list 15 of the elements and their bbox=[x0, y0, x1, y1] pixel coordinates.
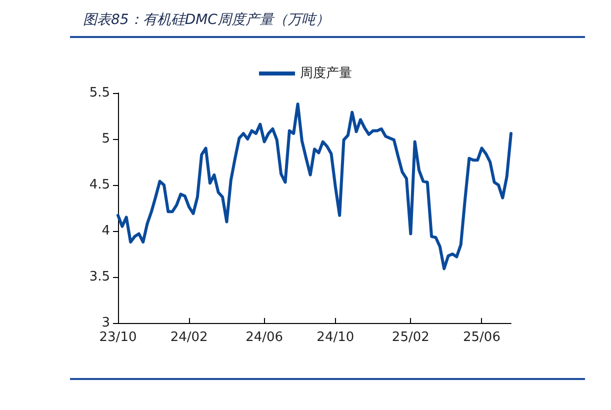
x-tick-label: 24/10 bbox=[316, 330, 354, 345]
x-tick-label: 24/02 bbox=[170, 330, 208, 345]
y-tick-label: 3 bbox=[102, 316, 110, 330]
line-series bbox=[116, 102, 512, 270]
chart-title: 图表85：有机硅DMC周度产量（万吨） bbox=[83, 12, 330, 28]
legend-label: 周度产量 bbox=[300, 65, 352, 81]
y-tick-label: 5 bbox=[102, 132, 110, 146]
y-tick-label: 4 bbox=[102, 224, 110, 238]
x-tick-label: 24/06 bbox=[246, 330, 284, 345]
y-tick-label: 3.5 bbox=[89, 270, 110, 284]
x-tick-label: 25/02 bbox=[392, 330, 430, 345]
x-tick-label: 25/06 bbox=[463, 330, 500, 345]
y-tick-label: 4.5 bbox=[89, 178, 110, 192]
x-tick-label: 23/10 bbox=[99, 330, 137, 345]
y-tick-label: 5.5 bbox=[89, 86, 110, 100]
